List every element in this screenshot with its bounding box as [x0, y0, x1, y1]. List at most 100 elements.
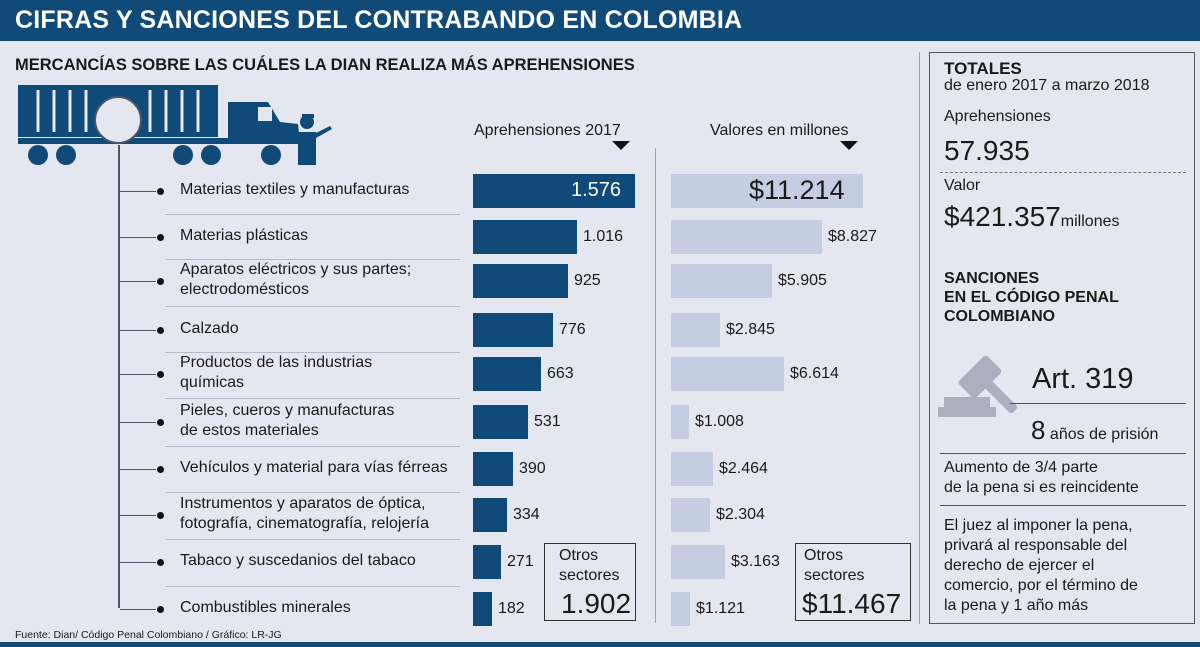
apprehension-bar: [473, 405, 528, 439]
column-divider: [655, 148, 656, 623]
sanctions-title-line2: EN EL CÓDIGO PENAL: [944, 289, 1119, 306]
apprehension-value: 531: [534, 413, 561, 430]
increase-line1: Aumento de 3/4 parte: [944, 459, 1098, 476]
tree-branch: [120, 330, 156, 331]
value-bar: [671, 452, 713, 486]
source-note: Fuente: Dian/ Código Penal Colombiano / …: [15, 629, 282, 641]
tree-connector: [118, 145, 120, 608]
col-head-values: Valores en millones: [710, 122, 849, 139]
apprehension-bar: [473, 220, 577, 254]
others-label-line1: Otros: [804, 547, 844, 564]
value-bar: [671, 313, 720, 347]
divider: [1010, 403, 1186, 404]
apprehensions-total: 57.935: [944, 135, 1030, 166]
value-label: Valor: [944, 177, 981, 194]
category-label: Combustibles minerales: [180, 598, 470, 618]
value-bar: [671, 174, 863, 208]
category-label-line: Tabaco y suscedanios del tabaco: [180, 552, 416, 569]
category-label: Vehículos y material para vías férreas: [180, 458, 470, 478]
category-label-line: Productos de las industrias: [180, 354, 373, 371]
chart-subtitle: MERCANCÍAS SOBRE LAS CUÁLES LA DIAN REAL…: [15, 56, 635, 74]
value-amount-label: $2.845: [726, 321, 775, 338]
category-label-line: químicas: [180, 374, 245, 391]
panel-divider: [919, 52, 920, 624]
judge-line2: privará al responsable del: [944, 537, 1128, 554]
value-amount-label: $2.304: [716, 506, 765, 523]
category-label: Calzado: [180, 319, 470, 339]
judge-line5: la pena y 1 año más: [944, 597, 1089, 614]
value-bar: [671, 545, 725, 579]
footer-strip: [0, 642, 1200, 647]
totals-title: TOTALES: [944, 59, 1022, 78]
tree-branch: [120, 562, 156, 563]
totals-panel: TOTALES de enero 2017 a marzo 2018 Apreh…: [929, 52, 1195, 624]
totals-period: de enero 2017 a marzo 2018: [944, 77, 1150, 94]
value-bar: [671, 405, 689, 439]
category-label: Productos de las industrias químicas: [180, 353, 470, 393]
value-amount-label: $1.121: [696, 600, 745, 617]
bullet-dot: [157, 419, 164, 426]
value-amount-label: $11.214: [749, 175, 845, 205]
value-bar: [671, 357, 784, 391]
prison-years-num: 8: [1031, 415, 1046, 445]
value-unit: millones: [1060, 213, 1120, 230]
divider: [940, 172, 1186, 173]
apprehension-value: 925: [574, 272, 601, 289]
apprehension-bar: [473, 264, 568, 298]
header-title: CIFRAS Y SANCIONES DEL CONTRABANDO EN CO…: [15, 6, 743, 34]
others-apprehensions-value: 1.902: [561, 588, 632, 619]
category-label: Tabaco y suscedanios del tabaco: [180, 551, 470, 571]
row-separator: [165, 446, 460, 447]
bullet-dot: [157, 606, 164, 613]
bullet-dot: [157, 327, 164, 334]
category-label: Aparatos eléctricos y sus partes; electro…: [180, 260, 470, 300]
apprehension-bar: [473, 174, 635, 208]
judge-line3: derecho de ejercer el: [944, 557, 1095, 574]
category-label: Pieles, cueros y manufacturas de estos ma…: [180, 401, 470, 441]
bullet-dot: [157, 466, 164, 473]
apprehension-bar: [473, 357, 541, 391]
apprehension-value: 390: [519, 460, 546, 477]
row-separator: [165, 306, 460, 307]
bullet-dot: [157, 559, 164, 566]
category-label-line: Calzado: [180, 320, 239, 337]
tree-branch: [120, 374, 156, 375]
tree-branch: [120, 237, 156, 238]
category-label: Materias plásticas: [180, 226, 470, 246]
tree-branch: [120, 515, 156, 516]
bullet-dot: [157, 234, 164, 241]
others-values-value: $11.467: [802, 588, 902, 619]
judge-line4: comercio, por el término de: [944, 577, 1138, 594]
category-label: Instrumentos y aparatos de óptica, fotogr…: [180, 494, 470, 534]
apprehension-bar: [473, 313, 553, 347]
tree-branch: [120, 191, 156, 192]
value-bar: [671, 264, 772, 298]
category-label: Materias textiles y manufacturas: [180, 180, 470, 200]
value-bar: [671, 592, 690, 626]
header-bar: CIFRAS Y SANCIONES DEL CONTRABANDO EN CO…: [0, 0, 1200, 41]
tree-branch: [120, 469, 156, 470]
apprehension-bar: [473, 498, 507, 532]
value-amount-label: $1.008: [695, 413, 744, 430]
value-bar: [671, 498, 710, 532]
others-apprehensions-box: Otros sectores 1.902: [544, 543, 636, 621]
tree-branch: [120, 281, 156, 282]
prison-years-text: años de prisión: [1049, 426, 1159, 443]
increase-line2: de la pena si es reincidente: [944, 479, 1139, 496]
value-amount-label: $5.905: [778, 272, 827, 289]
category-label-line: Vehículos y material para vías férreas: [180, 459, 448, 476]
apprehension-value: 776: [559, 321, 586, 338]
judge-line1: El juez al imponer la pena,: [944, 517, 1133, 534]
row-separator: [165, 398, 460, 399]
col-head-apprehensions: Aprehensiones 2017: [474, 122, 621, 139]
others-values-box: Otros sectores $11.467: [795, 543, 911, 621]
others-label-line2: sectores: [559, 567, 620, 584]
tree-branch: [120, 609, 156, 610]
bullet-dot: [157, 512, 164, 519]
value-amount-label: $2.464: [719, 460, 768, 477]
divider: [940, 505, 1186, 506]
row-separator: [165, 352, 460, 353]
value-amount-label: $6.614: [790, 365, 839, 382]
apprehension-bar: [473, 545, 501, 579]
bullet-dot: [157, 278, 164, 285]
